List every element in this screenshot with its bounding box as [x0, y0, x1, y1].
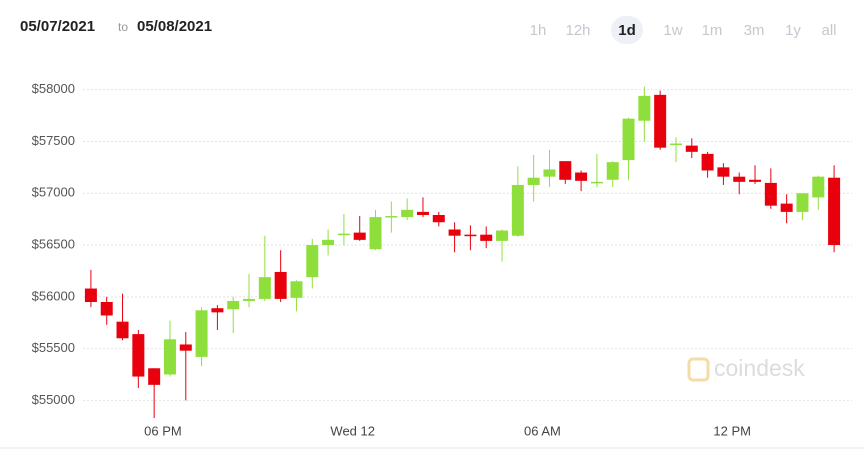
candle-body: [638, 95, 651, 121]
watermark-text: coindesk: [714, 355, 805, 381]
range-button[interactable]: 1m: [702, 22, 723, 39]
candle-body: [432, 215, 445, 223]
candle-body: [511, 184, 524, 236]
candle-body: [527, 177, 540, 185]
candle-body: [132, 334, 145, 377]
candle-body: [401, 209, 414, 218]
candle-body: [258, 277, 271, 299]
candle-body: [543, 169, 556, 177]
candle-body: [322, 239, 335, 246]
range-button[interactable]: 1h: [530, 22, 547, 39]
range-button[interactable]: 1y: [785, 22, 801, 39]
date-from: 05/07/2021: [20, 18, 95, 35]
range-button[interactable]: 3m: [744, 22, 765, 39]
candle-body: [685, 145, 698, 152]
candle-body: [764, 182, 777, 206]
candle-body: [575, 172, 588, 181]
x-tick-label: 06 AM: [524, 423, 561, 438]
candle-body: [353, 232, 366, 240]
x-tick-label: 06 PM: [144, 423, 182, 438]
candle-body: [227, 300, 240, 310]
range-button[interactable]: 1w: [663, 22, 682, 39]
candle-body: [179, 344, 192, 351]
candle-body: [812, 176, 825, 198]
y-tick-label: $58000: [32, 81, 75, 96]
y-tick-label: $57000: [32, 185, 75, 200]
candle-body: [669, 143, 682, 146]
candle-body: [195, 310, 208, 357]
candle-body: [448, 229, 461, 236]
candle-body: [290, 281, 303, 298]
watermark-icon: [687, 357, 710, 382]
y-tick-label: $55000: [32, 392, 75, 407]
x-tick-label: 12 PM: [713, 423, 751, 438]
x-tick-label: Wed 12: [330, 423, 375, 438]
candle-body: [243, 298, 256, 301]
candle-body: [148, 368, 161, 385]
candle-body: [606, 162, 619, 180]
candle-body: [749, 179, 762, 182]
candle-body: [274, 271, 287, 299]
candle-body: [622, 118, 635, 161]
candle-body: [100, 302, 113, 316]
candle-body: [780, 203, 793, 212]
candle-body: [480, 234, 493, 241]
range-button[interactable]: 12h: [565, 22, 590, 39]
candle-body: [701, 153, 714, 171]
range-button[interactable]: all: [821, 22, 836, 39]
candle-body: [116, 321, 129, 339]
candle-body: [654, 94, 667, 148]
y-tick-label: $56500: [32, 236, 75, 251]
watermark: coindesk: [687, 355, 805, 382]
candle-body: [733, 176, 746, 182]
candle-body: [590, 181, 603, 184]
candle-body: [464, 234, 477, 237]
y-tick-label: $56000: [32, 288, 75, 303]
y-tick-label: $57500: [32, 133, 75, 148]
candle-body: [369, 217, 382, 250]
range-button[interactable]: 1d: [618, 22, 636, 39]
range-active-bg: [611, 16, 643, 44]
candle-body: [717, 167, 730, 177]
candle-body: [163, 339, 176, 375]
candle-body: [416, 211, 429, 215]
date-separator: to: [118, 20, 128, 34]
candle-body: [84, 288, 97, 302]
candle-body: [828, 177, 841, 246]
candle-body: [337, 233, 350, 236]
candle-body: [211, 308, 224, 313]
candle-body: [385, 216, 398, 218]
y-tick-label: $55500: [32, 340, 75, 355]
candle-body: [796, 193, 809, 212]
candle-body: [559, 161, 572, 180]
candle-body: [496, 230, 509, 241]
date-to: 05/08/2021: [137, 18, 212, 35]
candle-body: [306, 245, 319, 278]
